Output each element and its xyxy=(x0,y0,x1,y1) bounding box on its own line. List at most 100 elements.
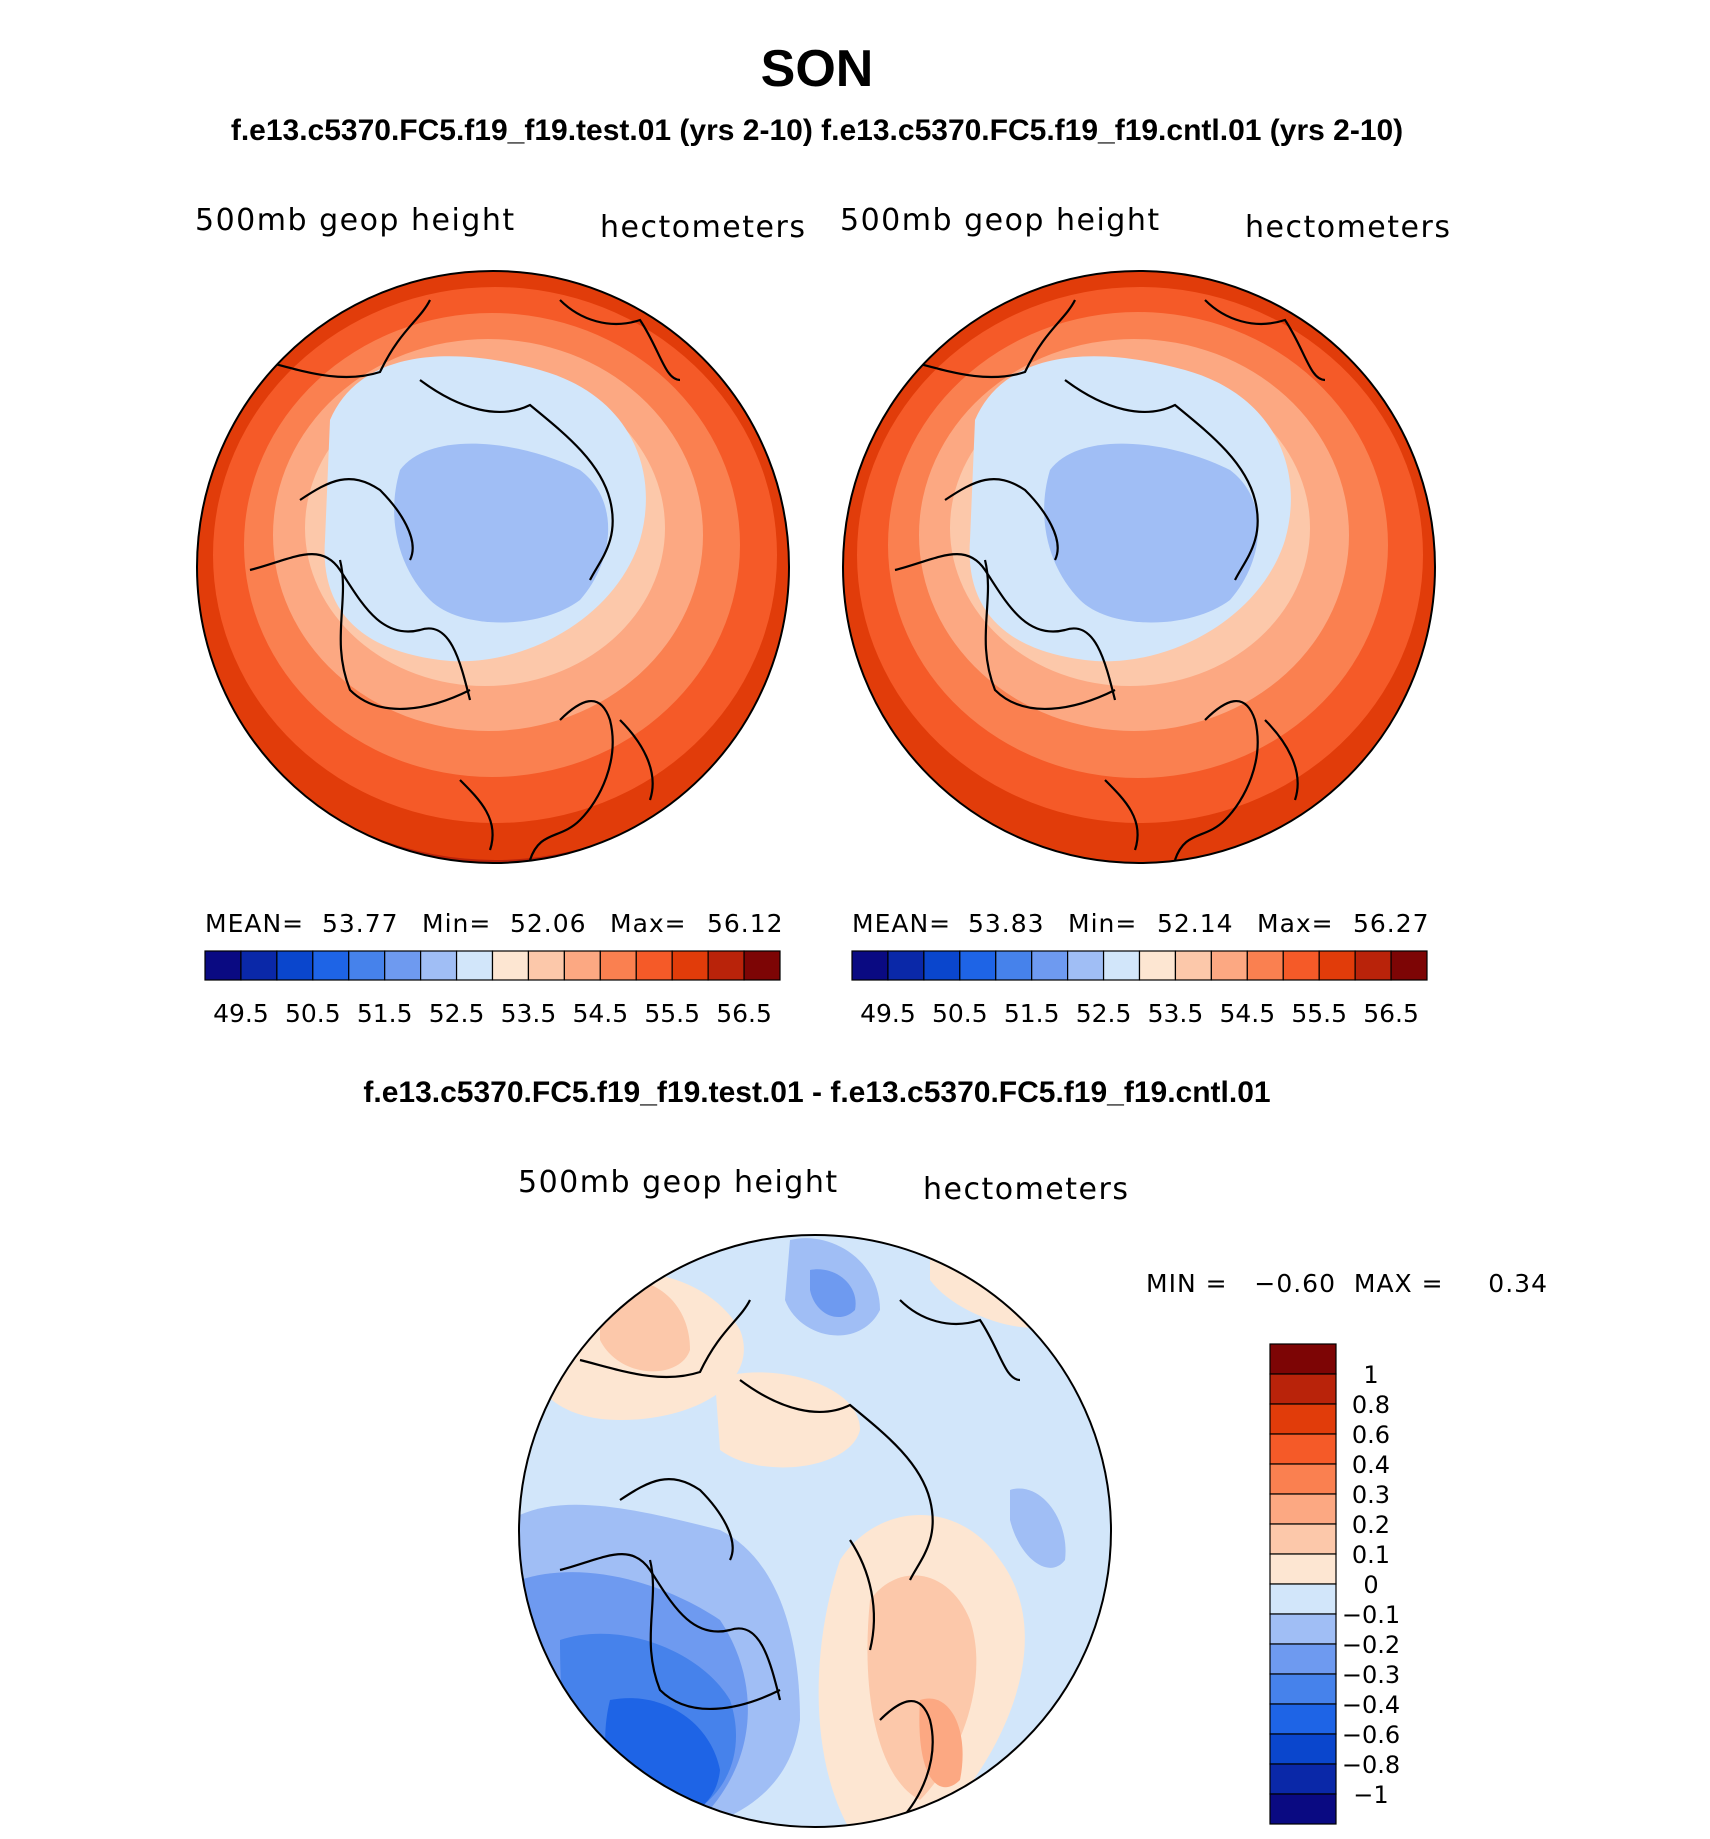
colorbar-tick-label: 55.5 xyxy=(1291,999,1347,1028)
colorbar-level-label: 1 xyxy=(1363,1361,1378,1389)
panel-a-map xyxy=(196,270,790,864)
colorbar-level-label: 0.3 xyxy=(1352,1481,1390,1509)
colorbar-swatch xyxy=(1269,1463,1337,1495)
colorbar-swatch xyxy=(420,950,458,981)
panel-b-low-core xyxy=(1044,443,1259,623)
colorbar-swatch xyxy=(563,950,601,981)
colorbar-swatch xyxy=(1269,1703,1337,1735)
colorbar-tick-label: 50.5 xyxy=(932,999,988,1028)
colorbar-swatch xyxy=(384,950,422,981)
colorbar-level-label: 0 xyxy=(1363,1571,1378,1599)
colorbar-swatch xyxy=(1269,1643,1337,1675)
panel-c-map-border xyxy=(518,1234,1112,1828)
panel-c-coastlines xyxy=(559,1299,1021,1821)
colorbar-swatch xyxy=(707,950,745,981)
colorbar-tick-label: 56.5 xyxy=(1363,999,1419,1028)
colorbar-swatch xyxy=(1269,1343,1337,1375)
colorbar-swatch xyxy=(1269,1523,1337,1555)
colorbar-swatch xyxy=(455,950,494,981)
panel-b-mean-value: 53.83 xyxy=(968,909,1045,938)
colorbar-tick-label: 54.5 xyxy=(1219,999,1275,1028)
panel-b-max-value: 56.27 xyxy=(1353,909,1430,938)
panel-a-max-value: 56.12 xyxy=(707,909,784,938)
colorbar-swatch xyxy=(1269,1733,1337,1765)
colorbar-swatch xyxy=(1269,1583,1337,1615)
panel-c-neg-east xyxy=(1010,1488,1066,1568)
colorbar-swatch xyxy=(527,950,565,981)
panel-b-max-label: Max= xyxy=(1257,909,1334,938)
panel-c-neg-north-core xyxy=(810,1269,856,1318)
panel-a-min-value: 52.06 xyxy=(510,909,587,938)
colorbar-swatch xyxy=(312,950,350,981)
panel-b-variable-label: 500mb geop height xyxy=(840,203,1161,238)
colorbar-tick-label: 53.5 xyxy=(1148,999,1204,1028)
figure-subtitle: f.e13.c5370.FC5.f19_f19.test.01 (yrs 2-1… xyxy=(231,114,1403,147)
colorbar-swatch xyxy=(204,950,242,981)
panel-c-units-label: hectometers xyxy=(923,1172,1129,1207)
colorbar-swatch xyxy=(1269,1793,1337,1825)
colorbar-level-label: −1 xyxy=(1353,1781,1388,1809)
panel-c-map xyxy=(518,1234,1112,1828)
colorbar-swatch xyxy=(599,950,637,981)
panel-a-colorbar: 49.5 50.5 51.5 52.5 53.5 54.5 55.5 56.5 xyxy=(204,950,781,1028)
colorbar-swatch xyxy=(1318,950,1356,981)
panel-b-min-value: 52.14 xyxy=(1157,909,1234,938)
colorbar-tick-label: 55.5 xyxy=(644,999,700,1028)
colorbar-swatch xyxy=(240,950,278,981)
colorbar-tick-label: 52.5 xyxy=(1076,999,1132,1028)
colorbar-swatch xyxy=(851,950,889,981)
panel-b-coastlines xyxy=(894,299,1326,861)
colorbar-tick-label: 51.5 xyxy=(357,999,413,1028)
difference-title: f.e13.c5370.FC5.f19_f19.test.01 - f.e13.… xyxy=(363,1076,1270,1109)
panel-c-pos-center xyxy=(715,1372,860,1468)
colorbar-level-label: 0.4 xyxy=(1352,1451,1390,1479)
colorbar-swatch xyxy=(1269,1673,1337,1705)
colorbar-level-label: 0.8 xyxy=(1352,1391,1390,1419)
figure-title: SON xyxy=(761,40,874,98)
panel-b-units-label: hectometers xyxy=(1245,210,1451,245)
colorbar-level-label: −0.1 xyxy=(1342,1601,1400,1629)
panel-a-min-label: Min= xyxy=(422,909,491,938)
colorbar-tick-label: 49.5 xyxy=(860,999,916,1028)
panel-a-mean-label: MEAN= xyxy=(205,909,304,938)
colorbar-tick-label: 51.5 xyxy=(1004,999,1060,1028)
colorbar-swatch xyxy=(348,950,386,981)
colorbar-swatch xyxy=(1067,950,1105,981)
panel-b-colorbar: 49.5 50.5 51.5 52.5 53.5 54.5 55.5 56.5 xyxy=(851,950,1428,1028)
colorbar-swatch xyxy=(887,950,925,981)
colorbar-level-label: 0.2 xyxy=(1352,1511,1390,1539)
panel-b-mean-label: MEAN= xyxy=(852,909,951,938)
colorbar-tick-label: 52.5 xyxy=(429,999,485,1028)
colorbar-level-label: −0.2 xyxy=(1342,1631,1400,1659)
colorbar-swatch xyxy=(1102,950,1141,981)
colorbar-tick-label: 54.5 xyxy=(572,999,628,1028)
colorbar-swatch xyxy=(959,950,997,981)
panel-b-map xyxy=(842,270,1436,864)
panel-a-variable-label: 500mb geop height xyxy=(195,203,516,238)
colorbar-swatch xyxy=(1210,950,1248,981)
colorbar-level-label: 0.6 xyxy=(1352,1421,1390,1449)
colorbar-swatch xyxy=(1390,950,1428,981)
colorbar-swatch xyxy=(491,950,530,981)
panel-c-colorbar: 10.80.60.40.30.20.10−0.1−0.2−0.3−0.4−0.6… xyxy=(1269,1343,1400,1825)
panel-a-map-border xyxy=(196,270,790,864)
colorbar-swatch xyxy=(671,950,709,981)
colorbar-swatch xyxy=(1269,1553,1337,1585)
colorbar-swatch xyxy=(1269,1403,1337,1435)
colorbar-level-label: 0.1 xyxy=(1352,1541,1390,1569)
colorbar-swatch xyxy=(1269,1373,1337,1405)
colorbar-swatch xyxy=(635,950,673,981)
colorbar-tick-label: 49.5 xyxy=(213,999,269,1028)
panel-a-max-label: Max= xyxy=(610,909,687,938)
panel-a-units-label: hectometers xyxy=(600,210,806,245)
colorbar-swatch xyxy=(923,950,961,981)
colorbar-swatch xyxy=(1031,950,1069,981)
panel-c-minmax: MIN = −0.60 MAX = 0.34 xyxy=(1146,1269,1548,1298)
colorbar-level-label: −0.6 xyxy=(1342,1721,1400,1749)
colorbar-swatch xyxy=(1354,950,1392,981)
colorbar-swatch xyxy=(1138,950,1177,981)
colorbar-swatch xyxy=(1269,1493,1337,1525)
colorbar-level-label: −0.4 xyxy=(1342,1691,1400,1719)
colorbar-swatch xyxy=(1269,1433,1337,1465)
